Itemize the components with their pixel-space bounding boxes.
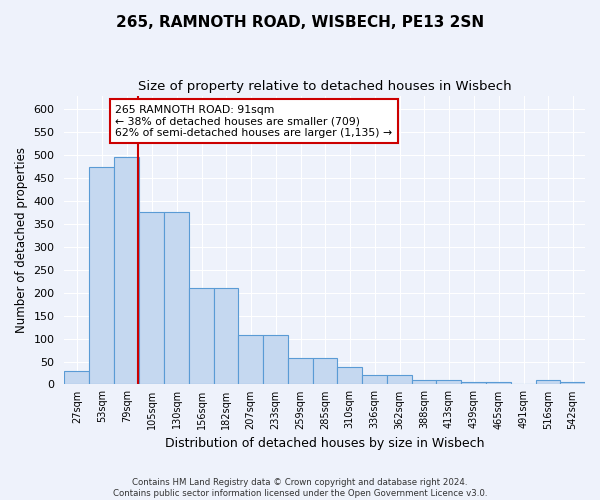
Bar	[139, 212, 164, 384]
X-axis label: Distribution of detached houses by size in Wisbech: Distribution of detached houses by size …	[165, 437, 484, 450]
Bar	[337, 367, 362, 384]
Bar	[461, 382, 486, 384]
Text: 265 RAMNOTH ROAD: 91sqm
← 38% of detached houses are smaller (709)
62% of semi-d: 265 RAMNOTH ROAD: 91sqm ← 38% of detache…	[115, 104, 392, 138]
Bar	[313, 358, 337, 384]
Bar	[115, 156, 139, 384]
Bar	[238, 335, 263, 384]
Bar	[387, 376, 412, 384]
Bar	[189, 288, 214, 384]
Title: Size of property relative to detached houses in Wisbech: Size of property relative to detached ho…	[138, 80, 512, 93]
Bar	[89, 166, 115, 384]
Bar	[164, 212, 189, 384]
Text: Contains HM Land Registry data © Crown copyright and database right 2024.
Contai: Contains HM Land Registry data © Crown c…	[113, 478, 487, 498]
Y-axis label: Number of detached properties: Number of detached properties	[15, 147, 28, 333]
Bar	[362, 376, 387, 384]
Bar	[288, 358, 313, 384]
Bar	[536, 380, 560, 384]
Bar	[486, 382, 511, 384]
Bar	[412, 380, 436, 384]
Bar	[64, 370, 89, 384]
Bar	[263, 335, 288, 384]
Text: 265, RAMNOTH ROAD, WISBECH, PE13 2SN: 265, RAMNOTH ROAD, WISBECH, PE13 2SN	[116, 15, 484, 30]
Bar	[560, 382, 585, 384]
Bar	[436, 380, 461, 384]
Bar	[214, 288, 238, 384]
